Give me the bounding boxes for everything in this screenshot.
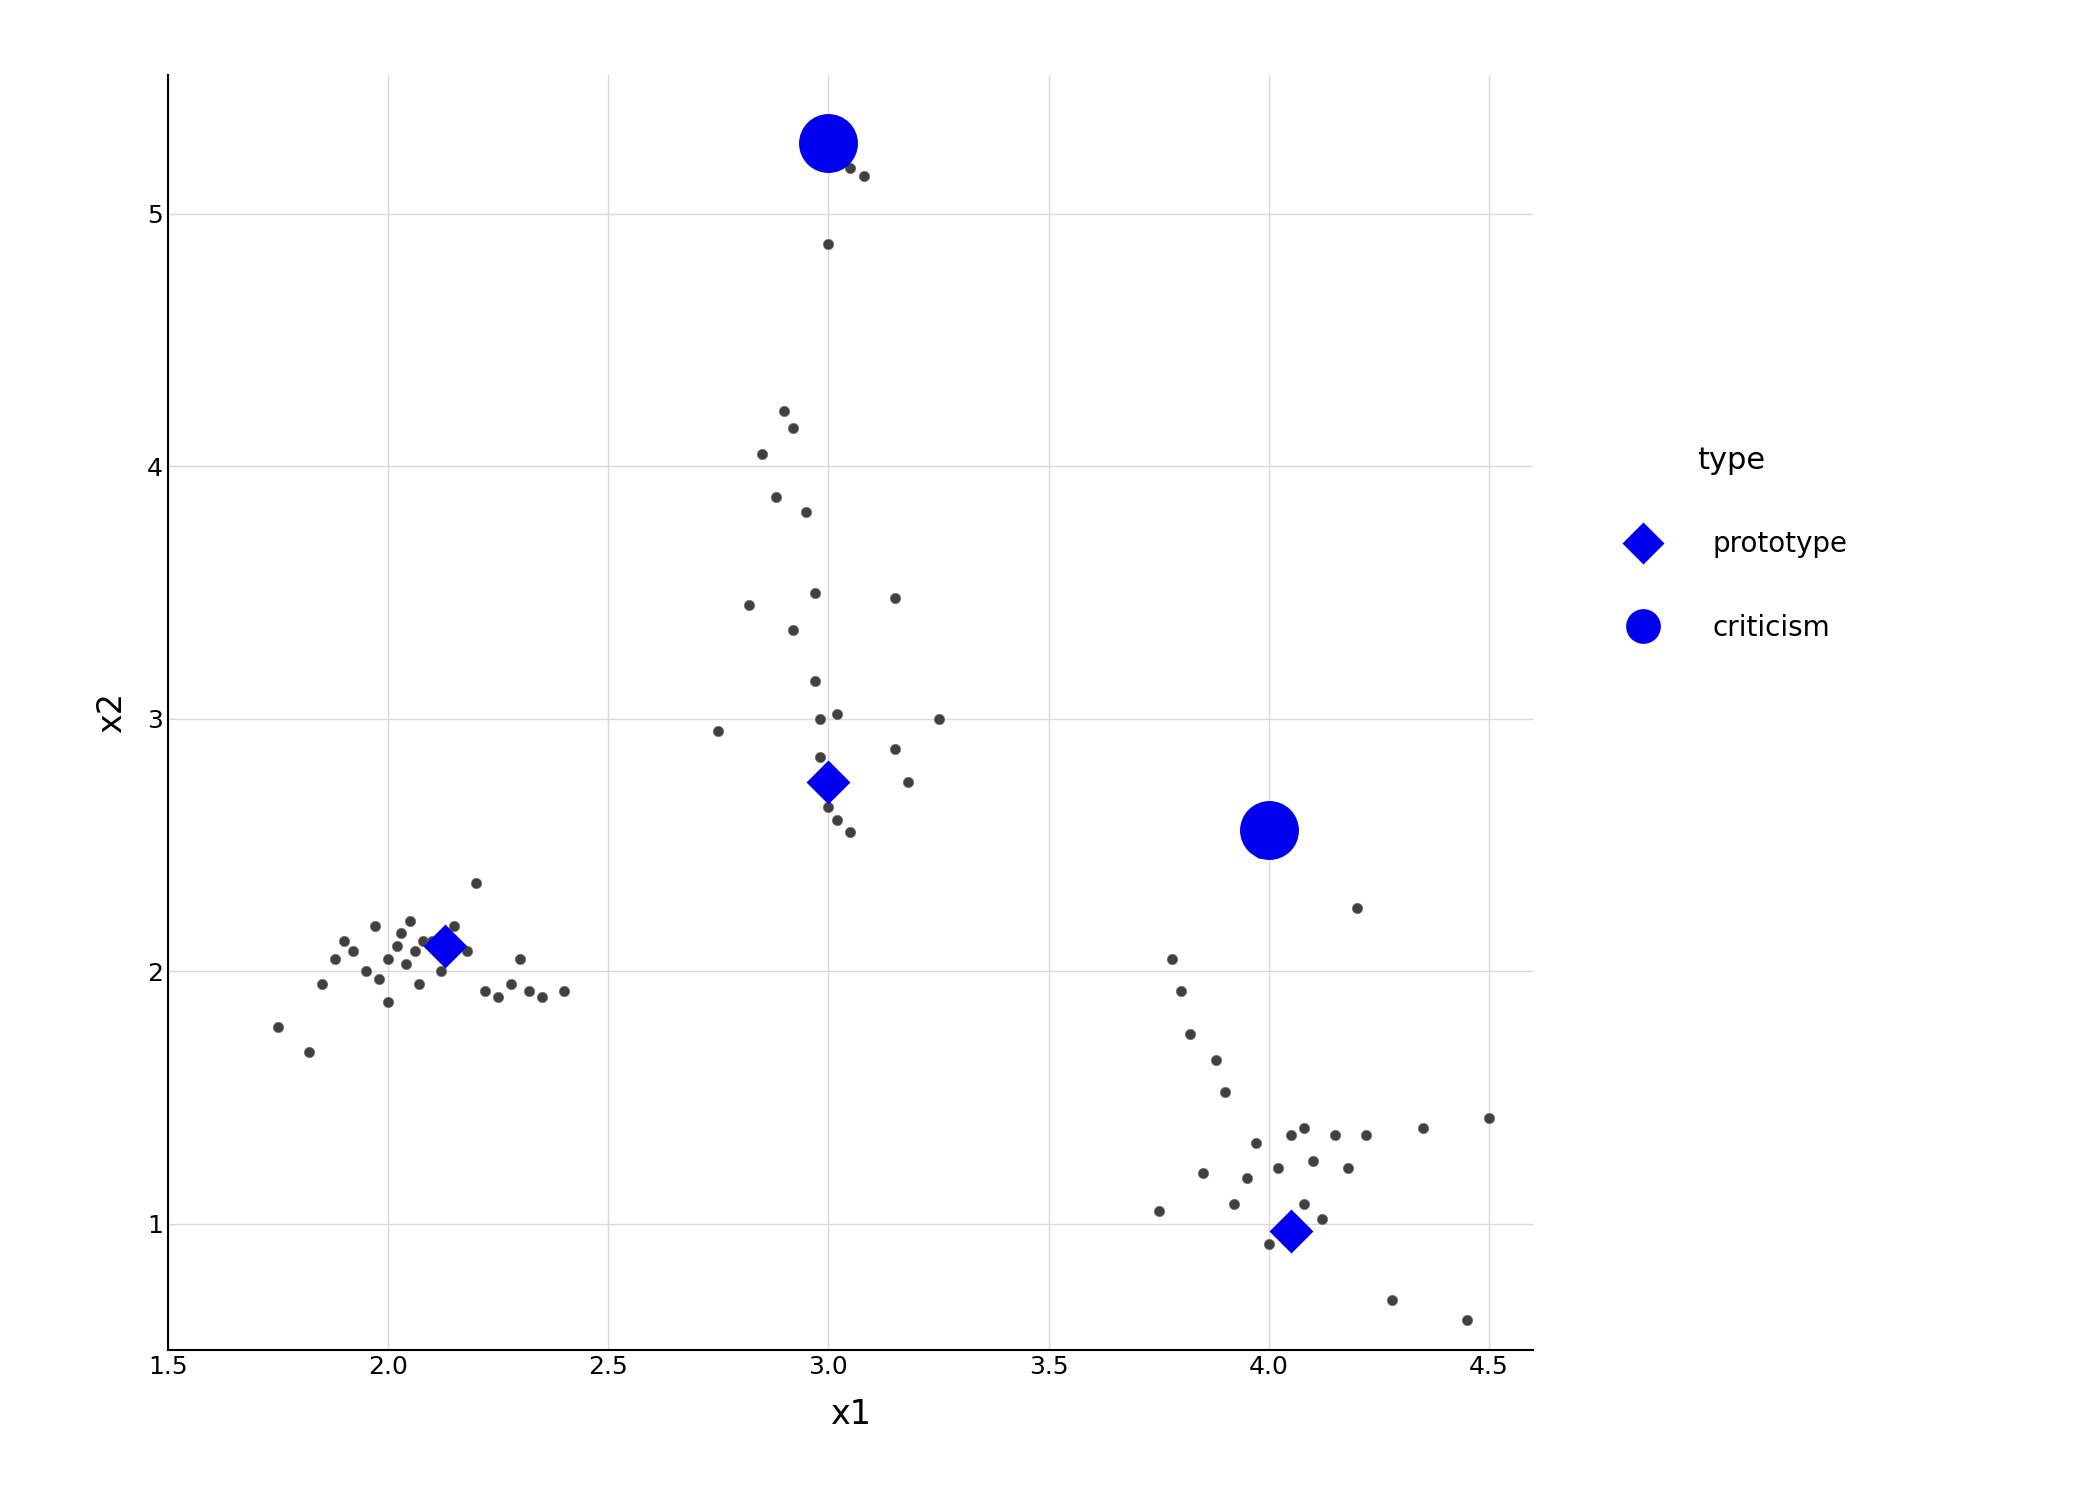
Point [1252, 818, 1285, 842]
Point [790, 500, 823, 523]
Point [424, 960, 458, 984]
Point [1142, 1198, 1176, 1222]
Point [802, 706, 836, 730]
Point [328, 928, 361, 952]
Point [468, 980, 502, 1004]
X-axis label: x1: x1 [830, 1398, 871, 1431]
Point [1199, 1047, 1233, 1071]
Point [388, 951, 422, 975]
Point [1304, 1206, 1338, 1230]
Point [437, 914, 470, 938]
Point [1208, 1080, 1241, 1104]
Point [1348, 1124, 1382, 1148]
Point [1252, 1232, 1285, 1256]
Point [1155, 946, 1189, 970]
Point [336, 939, 370, 963]
Point [1186, 1161, 1220, 1185]
Point [292, 1040, 326, 1064]
Point [1331, 1156, 1365, 1180]
Point [777, 417, 811, 441]
Point [701, 720, 735, 744]
Point [548, 980, 582, 1004]
Point [428, 934, 462, 958]
Point [821, 702, 855, 726]
Point [821, 808, 855, 832]
Point [512, 980, 546, 1004]
Point [349, 960, 382, 984]
Point [777, 618, 811, 642]
Point [1231, 1167, 1264, 1191]
Point [1275, 1124, 1308, 1148]
Point [380, 934, 414, 958]
Point [525, 984, 559, 1008]
Point [359, 914, 393, 938]
Point [813, 795, 846, 819]
Point [834, 156, 867, 180]
Point [407, 928, 441, 952]
Point [1163, 980, 1197, 1004]
Point [319, 946, 353, 970]
Point [393, 909, 426, 933]
Point [260, 1016, 294, 1040]
Point [1260, 1156, 1294, 1180]
Point [1216, 1191, 1250, 1215]
Point [363, 968, 397, 992]
Y-axis label: x2: x2 [94, 692, 128, 734]
Point [403, 972, 437, 996]
Point [1451, 1308, 1485, 1332]
Point [1407, 1116, 1441, 1140]
Point [733, 592, 766, 616]
Point [372, 990, 405, 1014]
Point [878, 736, 911, 760]
Point [452, 939, 485, 963]
Point [1472, 1106, 1506, 1130]
Point [1243, 840, 1277, 864]
Point [1296, 1149, 1329, 1173]
Point [1287, 1191, 1321, 1215]
Point [758, 484, 792, 508]
Legend: prototype, criticism: prototype, criticism [1615, 446, 1848, 642]
Point [878, 585, 911, 609]
Point [769, 399, 802, 423]
Point [834, 821, 867, 844]
Point [1319, 1124, 1352, 1148]
Point [1172, 1023, 1205, 1047]
Point [798, 580, 832, 604]
Point [1376, 1287, 1409, 1311]
Point [397, 939, 430, 963]
Point [1275, 1220, 1308, 1244]
Point [846, 164, 880, 188]
Point [1340, 896, 1373, 920]
Point [813, 770, 846, 794]
Point [496, 972, 529, 996]
Point [416, 928, 449, 952]
Point [1239, 1131, 1273, 1155]
Point [802, 744, 836, 768]
Point [1287, 1116, 1321, 1140]
Point [798, 669, 832, 693]
Point [384, 921, 418, 945]
Point [481, 984, 514, 1008]
Point [460, 871, 493, 895]
Point [1252, 840, 1285, 864]
Point [813, 232, 846, 256]
Point [890, 770, 924, 794]
Point [304, 972, 338, 996]
Point [922, 706, 956, 730]
Point [813, 130, 846, 154]
Point [372, 946, 405, 970]
Point [504, 946, 538, 970]
Point [746, 441, 779, 465]
